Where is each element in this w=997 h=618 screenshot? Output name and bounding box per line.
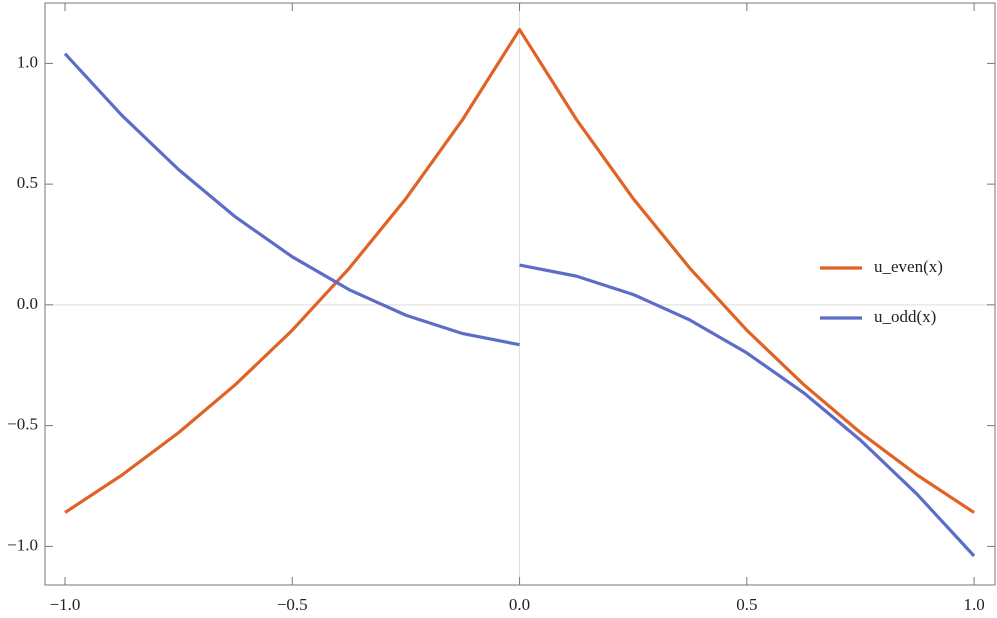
y-tick-label: 1.0: [17, 52, 38, 71]
x-tick-label: 0.5: [736, 595, 757, 614]
y-tick-label: −1.0: [7, 535, 38, 554]
series-line: [64, 27, 975, 514]
series-line: [63, 52, 976, 558]
y-tick-label: −0.5: [7, 415, 38, 434]
x-tick-label: −1.0: [50, 595, 81, 614]
y-tick-label: 0.5: [17, 173, 38, 192]
y-tick-label: 0.0: [17, 294, 38, 313]
legend-label: u_even(x): [874, 257, 943, 276]
legend-label: u_odd(x): [874, 307, 936, 326]
x-tick-label: −0.5: [277, 595, 308, 614]
x-tick-label: 1.0: [963, 595, 984, 614]
x-tick-label: 0.0: [509, 595, 530, 614]
